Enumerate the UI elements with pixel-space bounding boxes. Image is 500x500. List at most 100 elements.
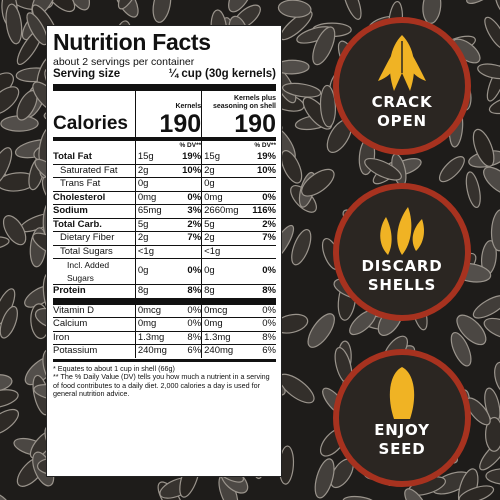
nutrient-row: Sodium 65mg 3% 2660mg 116% xyxy=(53,204,276,218)
nutrient-amount-col2: 5g xyxy=(201,217,242,232)
nutrient-amount-col1: <1g xyxy=(134,244,171,259)
nutrient-amount-col1: 2g xyxy=(134,231,171,245)
servings-per-container: about 2 servings per container xyxy=(53,56,195,68)
nutrient-amount-col1: 0mg xyxy=(134,317,171,331)
badge1-text: CRACK OPEN xyxy=(372,93,433,131)
nutrient-row: Protein 8g 8% 8g 8% xyxy=(53,284,276,301)
serving-size-label: Serving size xyxy=(53,68,121,80)
nutrient-row: Total Fat 15g 19% 15g 19% xyxy=(53,151,276,164)
nutrient-amount-col2: 0mcg xyxy=(201,299,242,318)
nutrient-amount-col2: 0g xyxy=(201,258,242,285)
nutrient-row: Vitamin D 0mcg 0% 0mcg 0% xyxy=(53,299,276,318)
nutrient-row: Total Sugars <1g <1g xyxy=(53,244,276,259)
footnotes: * Equates to about 1 cup in shell (66g) … xyxy=(53,358,276,399)
nutrient-amount-col2: 2g xyxy=(201,163,242,178)
nutrient-name: Vitamin D xyxy=(53,299,136,318)
nutrient-dv-col1: 2% xyxy=(170,217,202,232)
calories-col1: 190 xyxy=(134,111,202,139)
enjoy-seed-badge: ENJOY SEED xyxy=(333,349,471,487)
nutrient-dv-col2: 116% xyxy=(241,204,276,218)
badge3-line2: SEED xyxy=(378,440,426,458)
nutrient-dv-col1 xyxy=(170,177,202,191)
nutrient-dv-col2 xyxy=(241,177,276,191)
nutrient-dv-col1: 3% xyxy=(170,204,202,218)
nutrition-facts-title: Nutrition Facts xyxy=(53,29,211,55)
nutrient-name: Saturated Fat xyxy=(53,163,136,178)
footnote-daily-value: ** The % Daily Value (DV) tells you how … xyxy=(53,372,270,398)
nutrient-name: Dietary Fiber xyxy=(53,231,136,245)
nutrient-name: Total Sugars xyxy=(53,244,136,259)
footnote-serving: * Equates to about 1 cup in shell (66g) xyxy=(53,363,175,373)
nutrient-name: Sodium xyxy=(53,204,136,218)
nutrient-dv-col2 xyxy=(241,244,276,259)
serving-size-value: ¼ cup (30g kernels) xyxy=(168,68,276,80)
nutrient-amount-col1: 0mcg xyxy=(134,299,171,318)
nutrient-dv-col2: 10% xyxy=(241,163,276,178)
nutrient-amount-col2: 1.3mg xyxy=(201,330,242,345)
col1-header: Kernels xyxy=(134,91,202,111)
nutrient-amount-col2: 2g xyxy=(201,231,242,245)
discard-shells-badge: DISCARD SHELLS xyxy=(333,183,471,321)
crack-open-badge: CRACK OPEN xyxy=(333,17,471,155)
nutrient-amount-col2: 0g xyxy=(201,177,242,191)
nutrient-amount-col2: 240mg xyxy=(201,344,242,358)
nutrient-amount-col2: <1g xyxy=(201,244,242,259)
nutrient-row: Calcium 0mg 0% 0mg 0% xyxy=(53,317,276,331)
nutrient-amount-col1: 8g xyxy=(134,284,171,301)
nutrient-amount-col1: 240mg xyxy=(134,344,171,358)
nutrient-name: Total Fat xyxy=(53,151,92,162)
badge2-line1: DISCARD xyxy=(361,257,443,275)
nutrient-dv-col2: 0% xyxy=(241,258,276,285)
nutrient-name: Trans Fat xyxy=(53,177,136,191)
nutrient-name: Calcium xyxy=(53,317,136,331)
kernels-icon xyxy=(380,207,424,255)
nutrient-dv-col2: 19% xyxy=(256,151,276,162)
cracked-seed-icon xyxy=(378,35,426,91)
nutrient-row: Saturated Fat 2g 10% 2g 10% xyxy=(53,163,276,178)
nutrient-name: Iron xyxy=(53,330,136,345)
nutrient-dv-col1: 0% xyxy=(170,190,202,205)
nutrient-name: Protein xyxy=(53,284,136,301)
nutrient-amount-col1: 15g xyxy=(134,151,171,164)
nutrient-dv-col1: 8% xyxy=(170,284,202,301)
nutrient-dv-col1: 19% xyxy=(182,151,202,162)
nutrient-dv-col1: 0% xyxy=(170,317,202,331)
nutrient-name: Potassium xyxy=(53,344,136,358)
nutrient-amount-col2: 8g xyxy=(201,284,242,301)
nutrient-dv-col2: 2% xyxy=(241,217,276,232)
col2-header: Kernels plus seasoning on shell xyxy=(201,91,276,111)
nutrient-dv-col2: 6% xyxy=(241,344,276,358)
nutrient-name: Incl. Added Sugars xyxy=(53,258,136,285)
badge2-text: DISCARD SHELLS xyxy=(361,257,442,295)
nutrient-row: Potassium 240mg 6% 240mg 6% xyxy=(53,344,276,358)
nutrition-table: Kernels Kernels plus seasoning on shell … xyxy=(53,91,276,358)
nutrient-row: Trans Fat 0g 0g xyxy=(53,177,276,191)
badge2-line2: SHELLS xyxy=(367,276,437,294)
nutrient-amount-col2: 2660mg xyxy=(201,204,242,218)
nutrient-row: Iron 1.3mg 8% 1.3mg 8% xyxy=(53,330,276,345)
calories-col2: 190 xyxy=(201,111,276,139)
badge3-line1: ENJOY xyxy=(374,421,430,439)
nutrient-name: Total Carb. xyxy=(53,217,136,232)
serving-size-row: Serving size ¼ cup (30g kernels) xyxy=(53,68,276,91)
nutrient-name: Cholesterol xyxy=(53,190,136,205)
nutrient-dv-col1: 8% xyxy=(170,330,202,345)
nutrient-amount-col2: 0mg xyxy=(201,190,242,205)
badge1-line1: CRACK xyxy=(371,93,433,111)
nutrient-dv-col1: 10% xyxy=(170,163,202,178)
nutrient-row: Cholesterol 0mg 0% 0mg 0% xyxy=(53,190,276,205)
nutrition-facts-label: Nutrition Facts about 2 servings per con… xyxy=(46,25,282,477)
dv-header-col1: % DV** xyxy=(134,139,202,151)
nutrient-dv-col2: 0% xyxy=(241,299,276,318)
nutrient-dv-col2: 0% xyxy=(241,190,276,205)
nutrient-dv-col1: 0% xyxy=(170,258,202,285)
badge1-line2: OPEN xyxy=(377,112,427,130)
calories-label: Calories xyxy=(53,113,128,134)
nutrient-amount-col1: 2g xyxy=(134,163,171,178)
nutrient-amount-col1: 0g xyxy=(134,177,171,191)
nutrient-row: Dietary Fiber 2g 7% 2g 7% xyxy=(53,231,276,245)
nutrient-amount-col2: 0mg xyxy=(201,317,242,331)
nutrient-dv-col1: 0% xyxy=(170,299,202,318)
nutrient-dv-col2: 8% xyxy=(241,330,276,345)
nutrient-dv-col1 xyxy=(170,244,202,259)
